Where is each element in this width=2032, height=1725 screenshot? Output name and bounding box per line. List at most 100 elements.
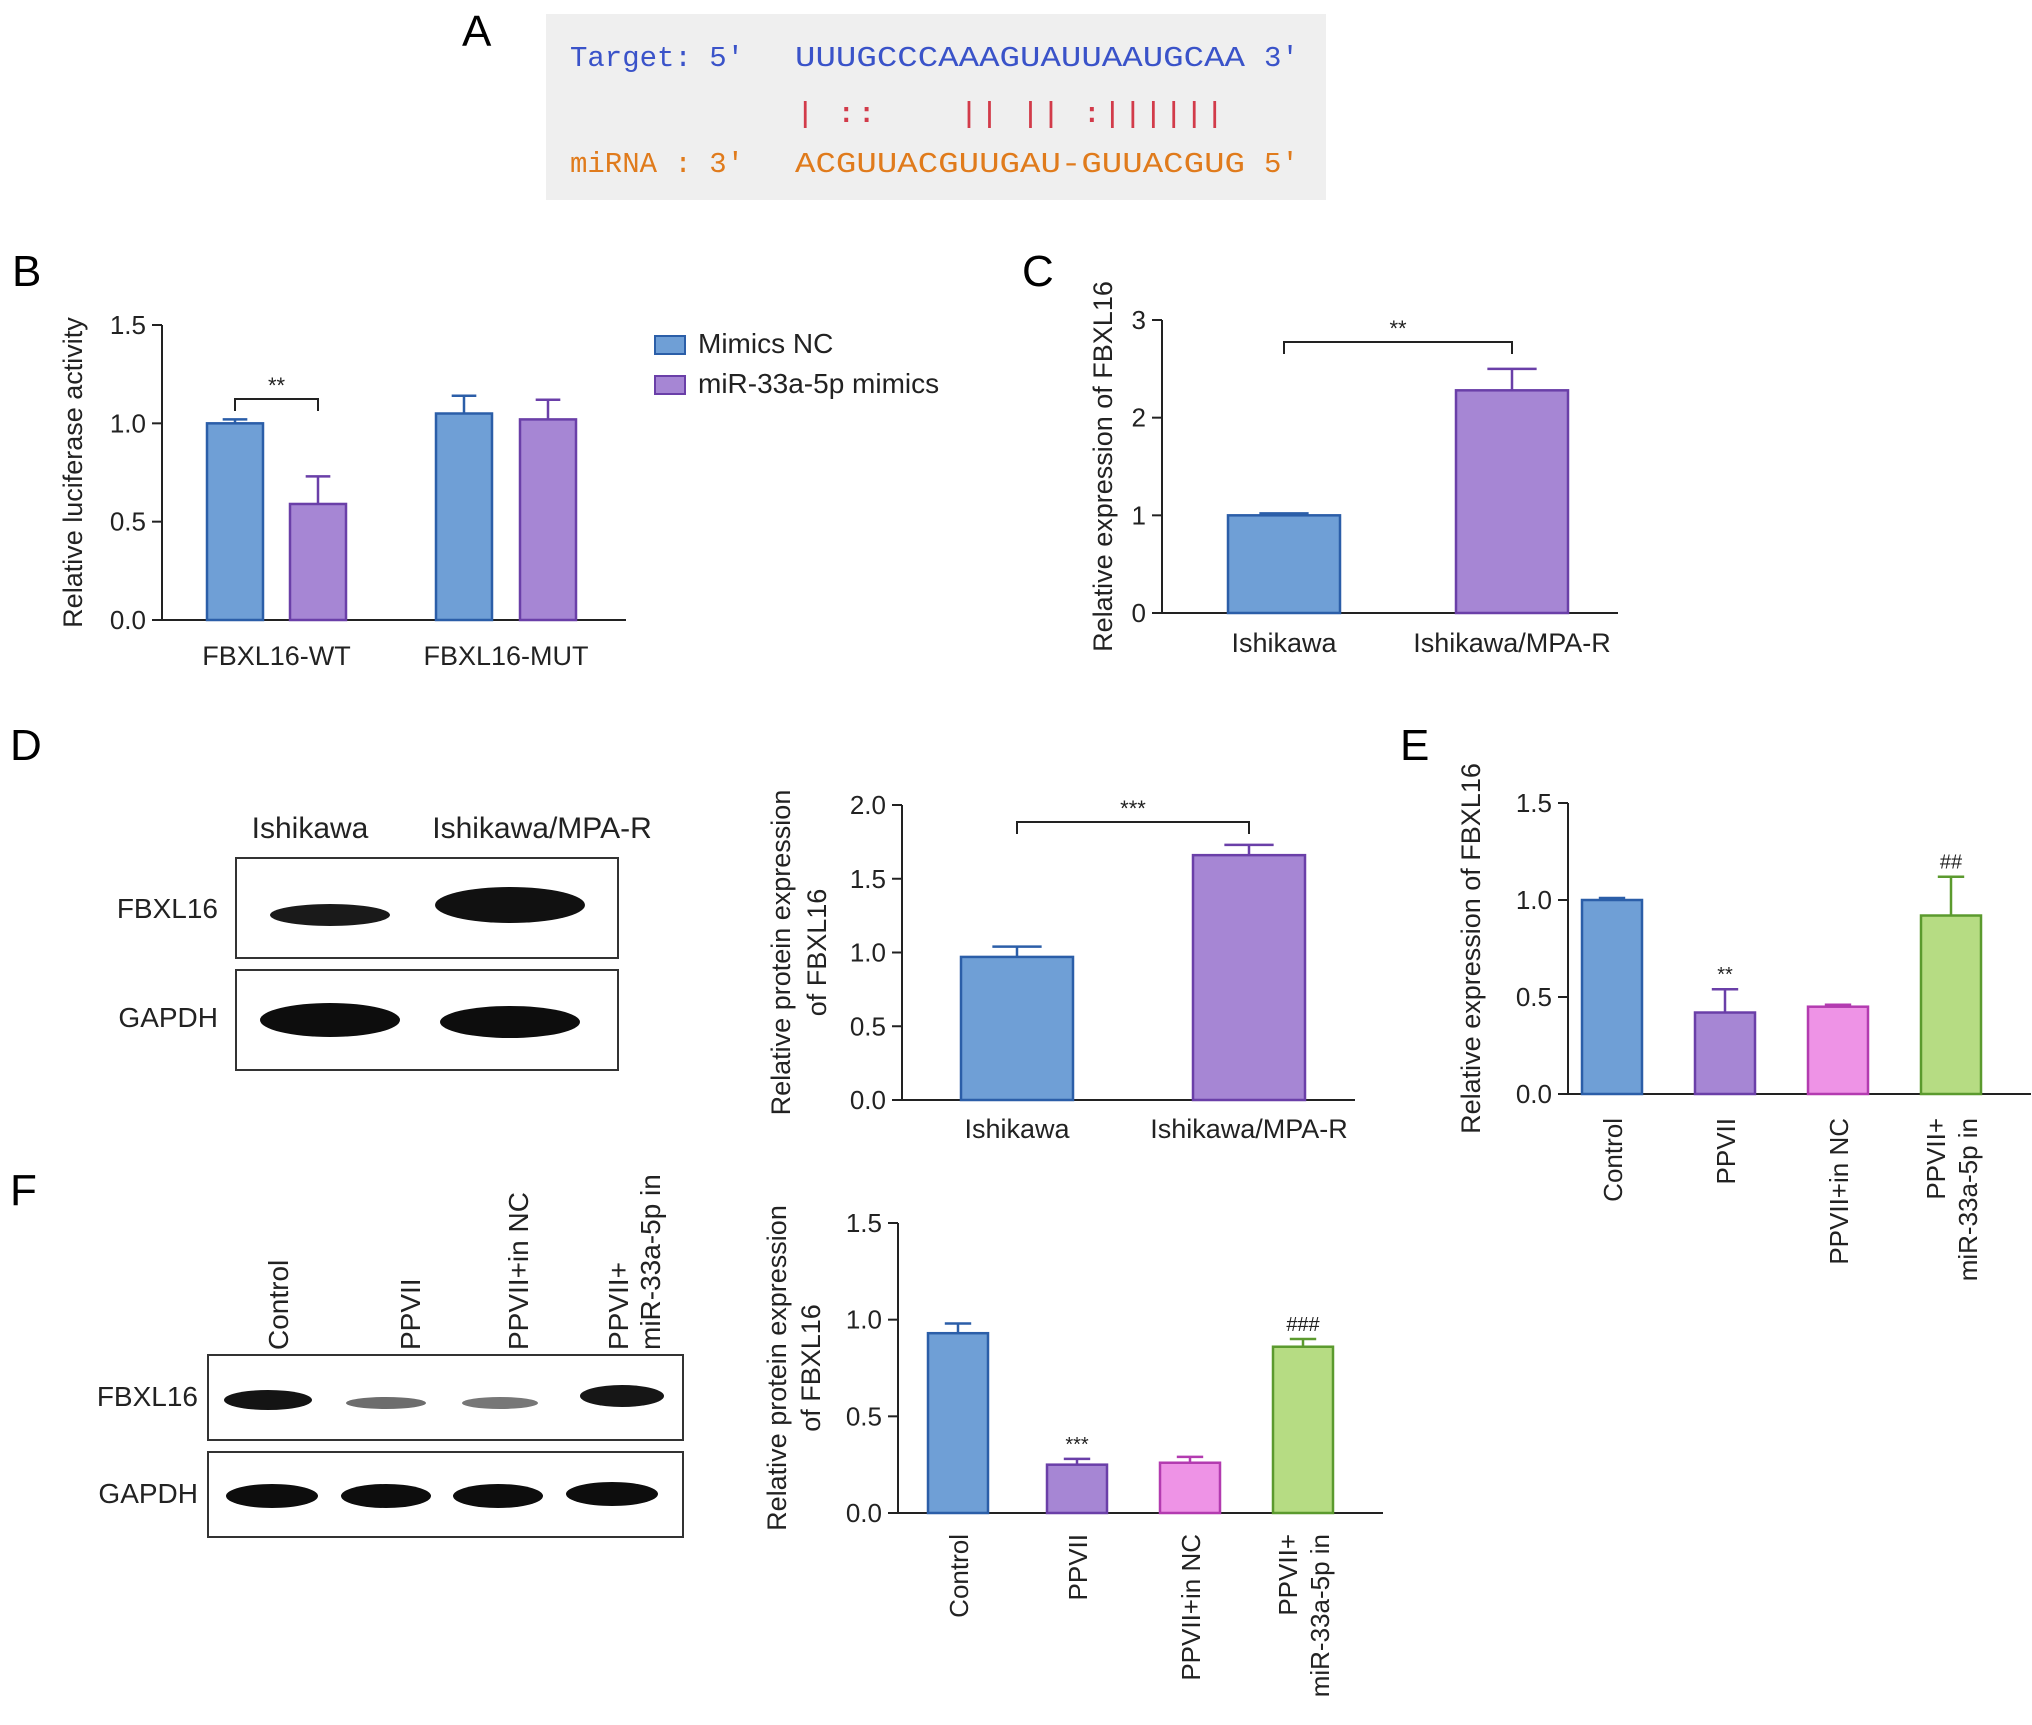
significance-label: ## (1940, 852, 1963, 874)
x-tick-label-line: PPVII+ (1921, 1118, 1951, 1200)
mirna-sequence: ACGUUACGUUGAU-GUUACGUG (795, 148, 1245, 181)
blot-f-col-label-line: miR-33a-5p in (635, 1174, 666, 1350)
x-tick-label: Ishikawa (1231, 628, 1337, 658)
sequence-box (546, 14, 1326, 200)
bar (205, 422, 265, 622)
legend-swatch-mir-mimics (654, 375, 686, 395)
mirna-label: miRNA : 3' (570, 148, 744, 181)
y-axis-label: Relative protein expression (766, 790, 796, 1116)
blot-band (341, 1484, 431, 1508)
y-tick-label: 0.5 (850, 1011, 886, 1041)
significance-label: *** (1120, 796, 1146, 821)
bar (926, 1331, 990, 1515)
western-blot-d: Ishikawa Ishikawa/MPA-R FBXL16 GAPDH (117, 812, 652, 1071)
y-tick-label: 0.5 (846, 1401, 882, 1431)
y-tick-label: 1.0 (110, 408, 146, 438)
x-tick-label-line: PPVII+in NC (1176, 1534, 1206, 1681)
significance-bracket (1283, 341, 1513, 354)
legend-swatch-mimics-nc (654, 335, 686, 355)
bar (1919, 914, 1983, 1096)
blot-band (346, 1397, 426, 1409)
panel-letter-b: B (12, 247, 41, 296)
western-blot-f: Control PPVII PPVII+in NC PPVII+ miR-33a… (97, 1174, 684, 1538)
blot-f-col-label-line: PPVII+ (603, 1262, 634, 1350)
y-tick-label: 1.5 (1516, 788, 1552, 818)
sequence-alignment: Target: 5' UUUGCCCAAAGUAUUAAUGCAA 3' | :… (546, 14, 1326, 200)
blot-band (435, 887, 585, 923)
y-tick-label: 0.5 (1516, 982, 1552, 1012)
target-label: Target: 5' (570, 42, 744, 75)
blot-band (224, 1390, 312, 1410)
y-axis-label: of FBXL16 (796, 1304, 826, 1432)
y-tick-label: 0.0 (1516, 1079, 1552, 1109)
x-tick-label: PPVII (1711, 1118, 1741, 1184)
bar (434, 412, 494, 622)
blot-band (453, 1484, 543, 1508)
x-tick-label: PPVII+in NC (1176, 1534, 1206, 1681)
x-tick-label-line: PPVII (1063, 1534, 1093, 1600)
x-tick-label-line: miR-33a-5p in (1305, 1534, 1335, 1697)
y-axis-label: Relative protein expression (762, 1205, 792, 1531)
panel-letter-e: E (1400, 721, 1429, 770)
x-tick-label: PPVII+miR-33a-5p in (1921, 1118, 1983, 1281)
chart-e: 0.0 0.5 1.0 1.5 Relative expression of FBXL1… (1456, 763, 2031, 1281)
legend-label-mir-mimics: miR-33a-5p mimics (698, 368, 939, 399)
x-tick-label-line: Control (1598, 1118, 1628, 1202)
blot-d-row-label: GAPDH (118, 1002, 218, 1033)
panel-letter-c: C (1022, 247, 1054, 296)
y-axis-label: Relative expression of FBXL16 (1456, 763, 1486, 1134)
bar (1806, 1005, 1870, 1096)
y-tick-label: 2.0 (850, 790, 886, 820)
y-tick-label: 1.5 (850, 864, 886, 894)
y-tick-label: 1.0 (846, 1305, 882, 1335)
target-end: 3' (1264, 42, 1299, 75)
bar (1158, 1461, 1222, 1515)
significance-label: ### (1286, 1314, 1320, 1336)
x-tick-label: Ishikawa/MPA-R (1150, 1114, 1348, 1144)
legend-b: Mimics NC miR-33a-5p mimics (654, 328, 939, 399)
y-tick-label: 0 (1132, 598, 1146, 628)
x-tick-label: PPVII+miR-33a-5p in (1273, 1534, 1335, 1697)
chart-d: 0.0 0.5 1.0 1.5 2.0 Relative protein expressi… (766, 790, 1355, 1144)
blot-d-col-label: Ishikawa (252, 812, 369, 845)
blot-f-col-label: PPVII+in NC (503, 1192, 534, 1350)
y-axis-label: Relative expression of FBXL16 (1088, 281, 1118, 652)
x-tick-label-line: Control (944, 1534, 974, 1618)
blot-band (462, 1397, 538, 1409)
blot-f-row-label: GAPDH (98, 1478, 198, 1509)
mirna-end: 5' (1264, 148, 1299, 181)
chart-c: 0 1 2 3 Relative expression of FBXL16 Ishikaw… (1088, 281, 1618, 658)
blot-band (440, 1006, 580, 1038)
x-tick-label: FBXL16-WT (202, 641, 351, 671)
y-tick-label: 1.5 (110, 310, 146, 340)
bar (288, 502, 348, 622)
bar (1045, 1463, 1109, 1515)
bar (1271, 1345, 1335, 1515)
y-tick-label: 0.0 (110, 605, 146, 635)
significance-label: ** (1389, 316, 1407, 341)
x-tick-label-line: PPVII (1711, 1118, 1741, 1184)
y-tick-label: 1.5 (846, 1208, 882, 1238)
significance-label: ** (1717, 964, 1733, 986)
blot-d-col-label: Ishikawa/MPA-R (432, 812, 652, 845)
blot-f-col-label: Control (263, 1260, 294, 1350)
x-tick-label: Ishikawa (964, 1114, 1070, 1144)
significance-bracket (1016, 821, 1250, 834)
blot-f-col-label: PPVII+ miR-33a-5p in (603, 1174, 666, 1350)
x-tick-label: FBXL16-MUT (423, 641, 588, 671)
y-tick-label: 1.0 (1516, 885, 1552, 915)
y-tick-label: 3 (1132, 305, 1146, 335)
blot-f-row-label: FBXL16 (97, 1381, 198, 1412)
x-tick-label-line: PPVII+in NC (1824, 1118, 1854, 1265)
y-tick-label: 0.0 (850, 1085, 886, 1115)
bar (1454, 389, 1570, 615)
bar (518, 418, 578, 622)
bar (1226, 514, 1342, 615)
y-tick-label: 2 (1132, 403, 1146, 433)
significance-bracket (234, 398, 319, 411)
bar (1580, 898, 1644, 1096)
x-tick-label: Control (1598, 1118, 1628, 1202)
chart-b: 0.0 0.5 1.0 1.5 Relative luciferase activity… (58, 310, 626, 671)
significance-label: ** (268, 373, 286, 398)
